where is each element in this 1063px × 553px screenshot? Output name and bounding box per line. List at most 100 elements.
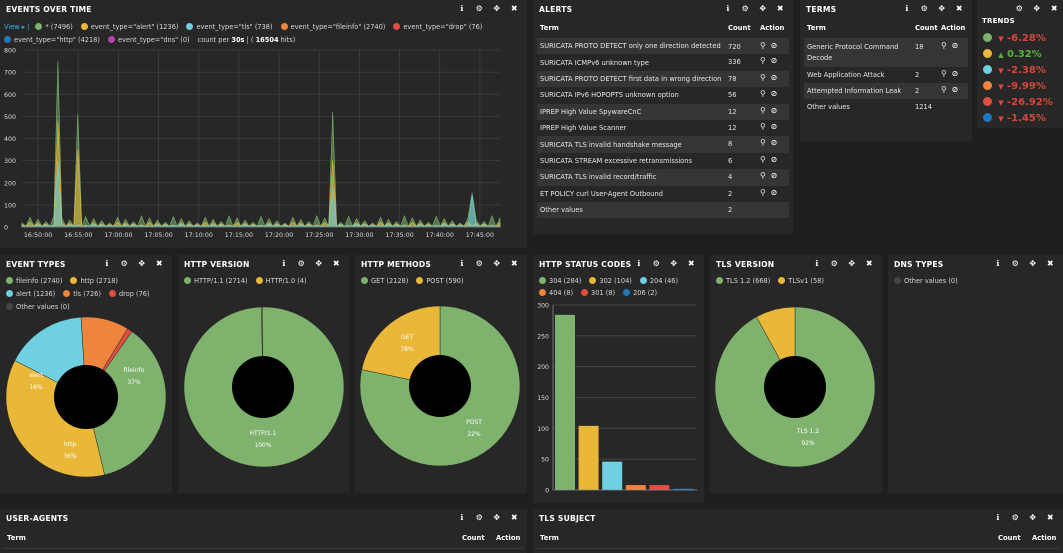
- filter-icon[interactable]: ⚲: [760, 105, 767, 115]
- exclude-icon[interactable]: ⊘: [766, 89, 779, 99]
- legend-item[interactable]: alert (1236): [6, 288, 55, 301]
- legend-item[interactable]: HTTP/1.1 (2714): [184, 275, 248, 288]
- legend-item[interactable]: HTTP/1.0 (4): [255, 275, 307, 288]
- view-link[interactable]: View ▸ |: [4, 23, 30, 31]
- close-icon[interactable]: ✖: [1046, 513, 1054, 522]
- exclude-icon[interactable]: ⊘: [766, 121, 779, 131]
- legend-item[interactable]: * (7496): [35, 21, 73, 34]
- close-icon[interactable]: ✖: [510, 259, 518, 268]
- term-cell[interactable]: SURICATA PROTO DETECT only one direction…: [537, 38, 725, 55]
- legend-item[interactable]: event_type="tls" (738): [186, 21, 273, 34]
- info-icon[interactable]: ℹ: [996, 513, 1000, 522]
- term-cell[interactable]: Web Application Attack: [807, 70, 885, 79]
- move-icon[interactable]: ✥: [315, 259, 323, 268]
- move-icon[interactable]: ✥: [493, 513, 501, 522]
- legend-item[interactable]: 204 (46): [639, 275, 678, 287]
- column-header-term[interactable]: Term: [537, 529, 995, 549]
- term-cell[interactable]: SURICATA IPv6 HOPOPTS unknown option: [540, 91, 679, 100]
- legend-item[interactable]: fileinfo (2740): [6, 275, 62, 288]
- term-cell[interactable]: IPREP High Value SpywareCnC: [537, 103, 725, 120]
- filter-icon[interactable]: ⚲: [760, 56, 767, 66]
- legend-item[interactable]: event_type="http" (4218): [4, 34, 100, 47]
- filter-icon[interactable]: ⚲: [941, 40, 948, 50]
- move-icon[interactable]: ✥: [848, 259, 856, 268]
- close-icon[interactable]: ✖: [687, 259, 695, 268]
- gear-icon[interactable]: ⚙: [1011, 513, 1019, 522]
- legend-item[interactable]: event_type="alert" (1236): [80, 21, 178, 34]
- move-icon[interactable]: ✥: [1029, 513, 1037, 522]
- column-header-count[interactable]: Count: [459, 529, 493, 549]
- gear-icon[interactable]: ⚙: [120, 259, 128, 268]
- gear-icon[interactable]: ⚙: [475, 4, 483, 13]
- move-icon[interactable]: ✥: [1029, 259, 1037, 268]
- gear-icon[interactable]: ⚙: [297, 259, 305, 268]
- column-header-term[interactable]: Term: [537, 19, 725, 39]
- legend-item[interactable]: GET (2128): [361, 275, 408, 288]
- term-cell[interactable]: SURICATA TLS invalid handshake message: [537, 136, 725, 153]
- column-header-term[interactable]: Term: [804, 19, 912, 39]
- info-icon[interactable]: ℹ: [460, 259, 464, 268]
- close-icon[interactable]: ✖: [510, 513, 518, 522]
- move-icon[interactable]: ✥: [670, 259, 678, 268]
- info-icon[interactable]: ℹ: [996, 259, 1000, 268]
- legend-item[interactable]: 301 (8): [581, 287, 615, 299]
- info-icon[interactable]: ℹ: [105, 259, 109, 268]
- filter-icon[interactable]: ⚲: [760, 121, 767, 131]
- info-icon[interactable]: ℹ: [815, 259, 819, 268]
- info-icon[interactable]: ℹ: [726, 4, 730, 13]
- move-icon[interactable]: ✥: [938, 4, 946, 13]
- gear-icon[interactable]: ⚙: [741, 4, 749, 13]
- filter-icon[interactable]: ⚲: [760, 40, 767, 50]
- close-icon[interactable]: ✖: [332, 259, 340, 268]
- filter-icon[interactable]: ⚲: [941, 84, 948, 94]
- legend-item[interactable]: event_type="drop" (76): [393, 21, 482, 34]
- exclude-icon[interactable]: ⊘: [766, 171, 779, 181]
- gear-icon[interactable]: ⚙: [475, 513, 483, 522]
- move-icon[interactable]: ✥: [1033, 4, 1041, 13]
- term-cell[interactable]: SURICATA ICMPv6 unknown type: [540, 58, 649, 67]
- term-cell[interactable]: Generic Protocol Command Decode: [804, 38, 912, 67]
- term-cell[interactable]: SURICATA STREAM excessive retransmission…: [540, 156, 692, 165]
- legend-item[interactable]: 304 (284): [539, 275, 581, 287]
- term-cell[interactable]: ET POLICY curl User-Agent Outbound: [540, 189, 664, 198]
- gear-icon[interactable]: ⚙: [652, 259, 660, 268]
- exclude-icon[interactable]: ⊘: [766, 56, 779, 66]
- column-header-count[interactable]: Count: [725, 19, 757, 39]
- filter-icon[interactable]: ⚲: [760, 138, 767, 148]
- gear-icon[interactable]: ⚙: [830, 259, 838, 268]
- filter-icon[interactable]: ⚲: [760, 171, 767, 181]
- term-cell[interactable]: IPREP High Value Scanner: [540, 124, 627, 133]
- exclude-icon[interactable]: ⊘: [766, 138, 779, 148]
- legend-item[interactable]: TLS 1.2 (668): [716, 275, 770, 288]
- info-icon[interactable]: ℹ: [460, 513, 464, 522]
- exclude-icon[interactable]: ⊘: [947, 40, 960, 50]
- close-icon[interactable]: ✖: [155, 259, 163, 268]
- legend-item[interactable]: 206 (2): [623, 287, 657, 299]
- exclude-icon[interactable]: ⊘: [947, 68, 960, 78]
- column-header-count[interactable]: Count: [995, 529, 1029, 549]
- gear-icon[interactable]: ⚙: [475, 259, 483, 268]
- filter-icon[interactable]: ⚲: [760, 89, 767, 99]
- exclude-icon[interactable]: ⊘: [947, 84, 960, 94]
- close-icon[interactable]: ✖: [776, 4, 784, 13]
- exclude-icon[interactable]: ⊘: [766, 72, 779, 82]
- close-icon[interactable]: ✖: [510, 4, 518, 13]
- legend-item[interactable]: 404 (8): [539, 287, 573, 299]
- move-icon[interactable]: ✥: [759, 4, 767, 13]
- legend-item[interactable]: 302 (104): [589, 275, 632, 287]
- exclude-icon[interactable]: ⊘: [766, 154, 779, 164]
- close-icon[interactable]: ✖: [1050, 4, 1058, 13]
- gear-icon[interactable]: ⚙: [1011, 259, 1019, 268]
- legend-item[interactable]: event_type="dns" (0): [107, 34, 190, 47]
- legend-item[interactable]: POST (590): [416, 275, 464, 288]
- gear-icon[interactable]: ⚙: [920, 4, 928, 13]
- column-header-term[interactable]: Term: [4, 529, 459, 549]
- legend-item[interactable]: TLSv1 (58): [778, 275, 824, 288]
- exclude-icon[interactable]: ⊘: [766, 105, 779, 115]
- close-icon[interactable]: ✖: [865, 259, 873, 268]
- term-cell[interactable]: SURICATA TLS invalid record/traffic: [537, 169, 725, 186]
- exclude-icon[interactable]: ⊘: [766, 187, 779, 197]
- term-cell[interactable]: SURICATA PROTO DETECT first data in wron…: [537, 70, 725, 88]
- filter-icon[interactable]: ⚲: [760, 187, 767, 197]
- column-header-count[interactable]: Count: [912, 19, 938, 39]
